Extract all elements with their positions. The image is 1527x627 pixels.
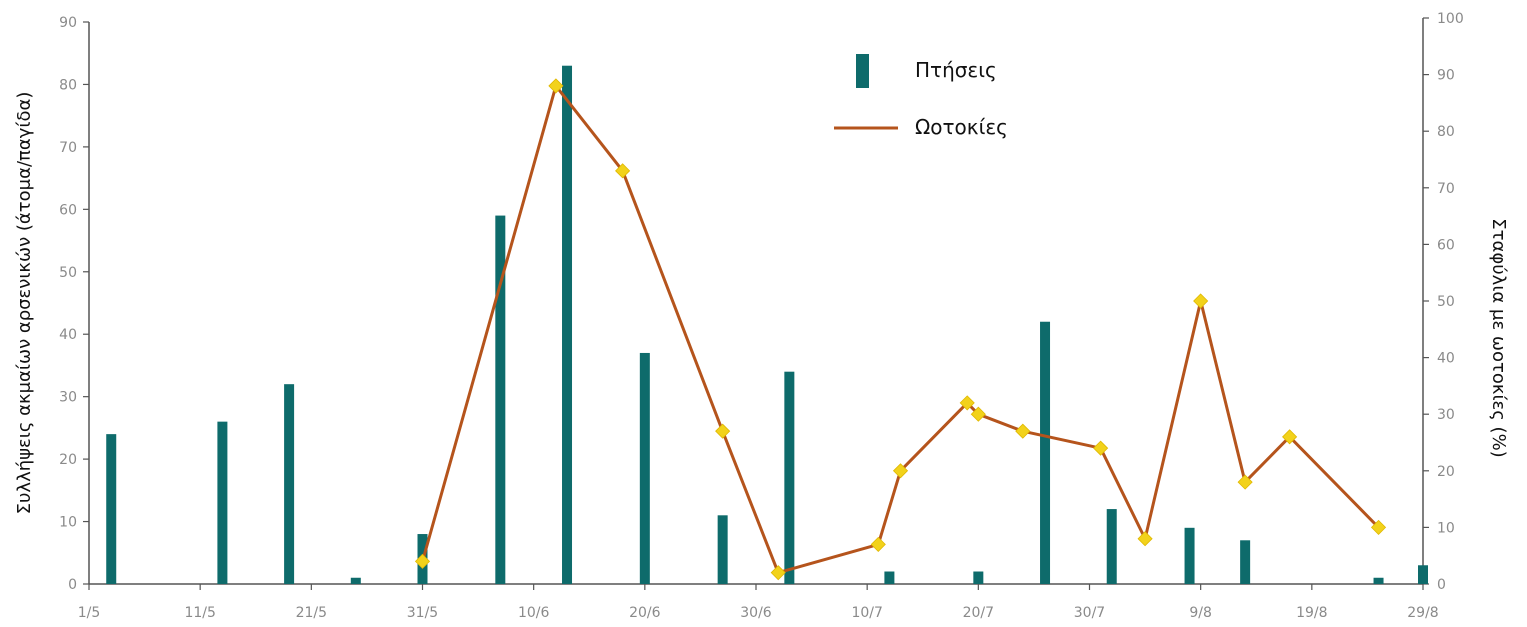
legend-bar-swatch [856, 54, 869, 88]
line-marker [970, 406, 986, 422]
right-tick-label: 0 [1437, 577, 1446, 593]
bar [717, 515, 728, 584]
bar [217, 421, 228, 584]
left-tick-label: 20 [59, 452, 77, 468]
bar-series [106, 65, 1428, 585]
left-tick-label: 30 [59, 390, 77, 406]
right-tick-label: 30 [1437, 407, 1455, 423]
x-tick-label: 10/6 [518, 605, 550, 621]
x-tick-label: 20/7 [963, 605, 994, 621]
x-tick-label: 29/8 [1407, 605, 1438, 621]
left-tick-label: 50 [59, 265, 77, 281]
right-tick-label: 40 [1437, 351, 1455, 367]
line-series [414, 78, 1387, 581]
left-tick-label: 0 [68, 577, 77, 593]
bar [1373, 577, 1384, 584]
line-marker [770, 565, 786, 581]
line-marker [892, 463, 909, 479]
left-tick-label: 40 [59, 327, 77, 343]
x-tick-label: 9/8 [1189, 605, 1212, 621]
line-marker [414, 553, 431, 569]
line-marker [1193, 293, 1209, 309]
right-tick-label: 20 [1437, 464, 1455, 480]
bar [1184, 527, 1195, 584]
left-axis-title: Συλλήψεις ακμαίων αρσενικών (άτομα/παγίδ… [14, 92, 35, 515]
right-axis-title: Σταφύλια με ωοτοκίες (%) [1488, 218, 1509, 457]
line-marker [615, 163, 631, 179]
right-tick-label: 70 [1437, 181, 1455, 197]
line-marker [1237, 474, 1253, 490]
right-tick-label: 10 [1437, 520, 1455, 536]
left-tick-label: 60 [59, 202, 77, 218]
right-y-ticks: 0 10 20 30 40 50 60 70 80 90 100 [1423, 11, 1464, 593]
bar [884, 571, 895, 584]
line-marker [548, 78, 564, 94]
x-tick-label: 20/6 [629, 605, 661, 621]
line-marker [1370, 519, 1387, 535]
right-tick-label: 50 [1437, 294, 1455, 310]
bar [639, 352, 650, 584]
bar [350, 577, 361, 584]
x-tick-label: 21/5 [296, 605, 327, 621]
right-tick-label: 80 [1437, 124, 1455, 140]
bar [1418, 565, 1428, 584]
bar [1040, 321, 1051, 584]
left-tick-label: 90 [59, 15, 77, 31]
bar [562, 65, 573, 584]
x-tick-label: 30/7 [1074, 605, 1105, 621]
x-tick-label: 10/7 [851, 605, 882, 621]
right-tick-label: 60 [1437, 237, 1455, 253]
left-tick-label: 10 [59, 515, 77, 531]
bar [106, 434, 117, 584]
right-tick-label: 90 [1437, 68, 1455, 84]
legend-bar-label: Πτήσεις [915, 58, 997, 82]
left-y-ticks: 0 10 20 30 40 50 60 70 80 90 [59, 15, 89, 593]
x-tick-label: 19/8 [1296, 605, 1327, 621]
line-marker [870, 536, 886, 552]
bar [973, 571, 984, 584]
x-ticks: 1/5 11/5 21/5 31/5 10/6 20/6 30/6 10/7 20/7 30/7 9… [78, 584, 1439, 621]
bar [284, 384, 295, 584]
line-path [421, 84, 1380, 575]
bar [1106, 509, 1117, 584]
line-marker [715, 423, 731, 439]
legend: Πτήσεις Ωοτοκίες [834, 54, 1008, 139]
left-tick-label: 80 [59, 77, 77, 93]
line-marker [959, 395, 975, 411]
line-marker [1137, 531, 1153, 547]
x-tick-label: 30/6 [740, 605, 772, 621]
legend-line-label: Ωοτοκίες [915, 115, 1008, 139]
right-tick-label: 100 [1437, 11, 1464, 27]
x-tick-label: 31/5 [407, 605, 438, 621]
left-tick-label: 70 [59, 140, 77, 156]
x-tick-label: 11/5 [184, 605, 215, 621]
bar [495, 215, 506, 585]
bar [1240, 540, 1251, 584]
line-marker [1015, 423, 1031, 439]
line-marker [1282, 429, 1298, 445]
bar [784, 371, 795, 584]
line-marker [1093, 440, 1109, 456]
x-tick-label: 1/5 [78, 605, 101, 621]
